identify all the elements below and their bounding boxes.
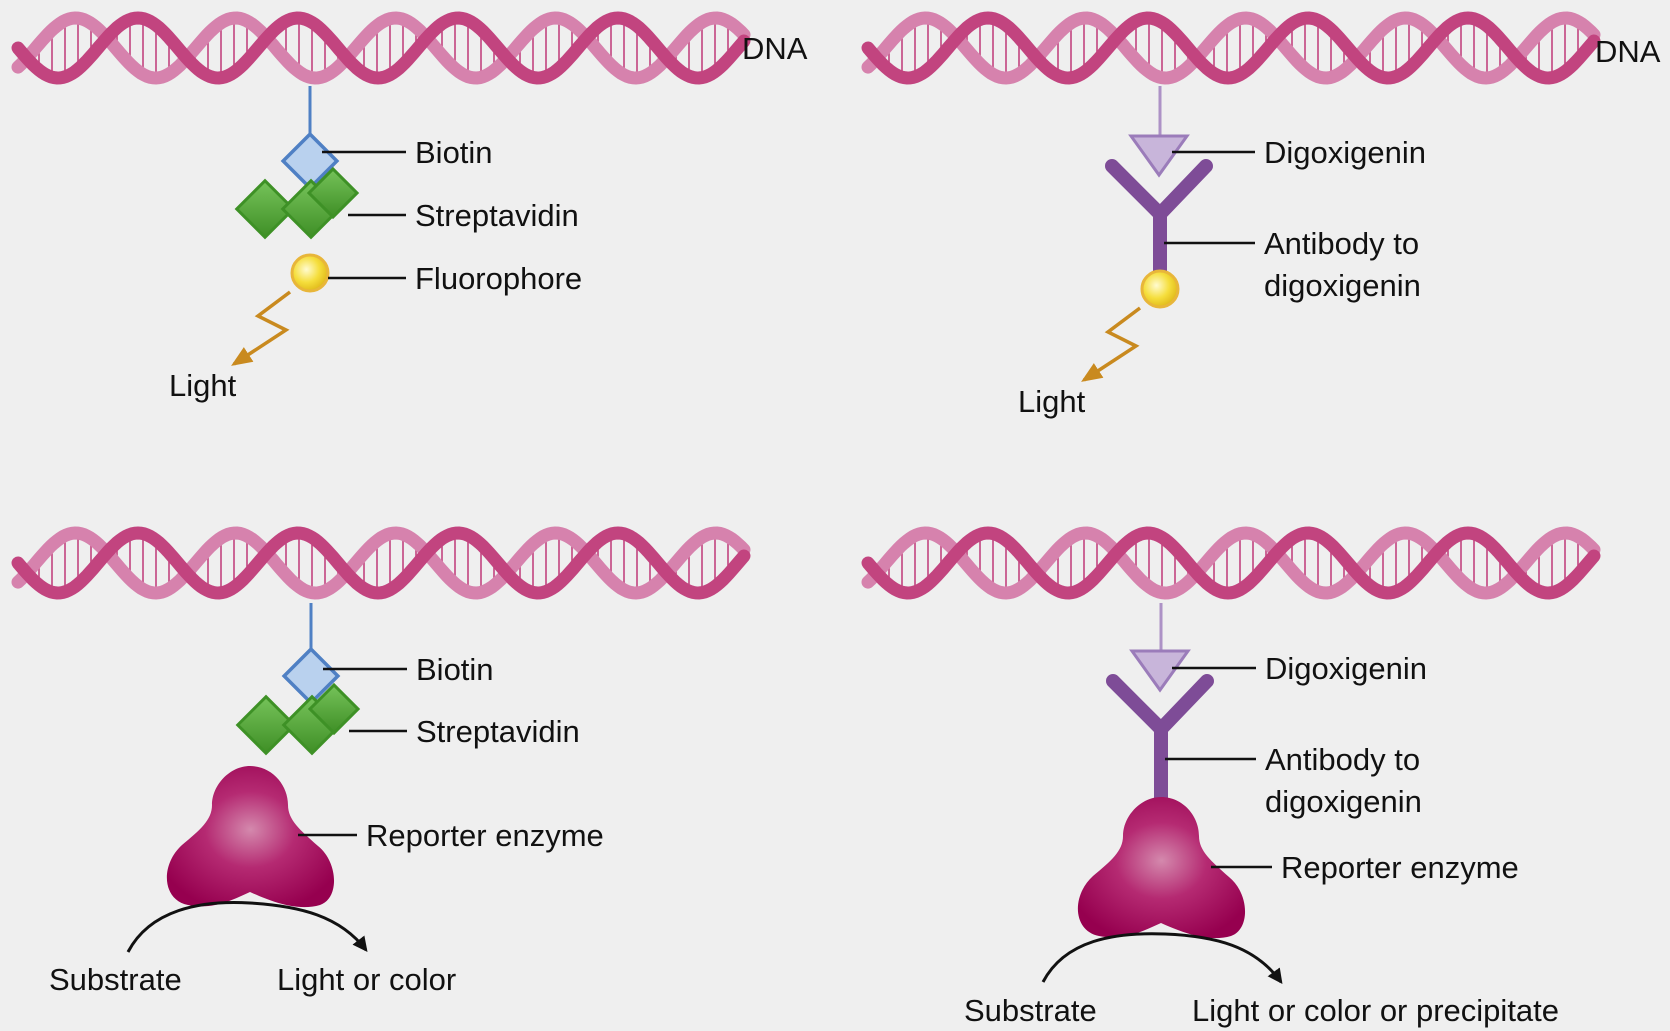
- light-label: Light: [1018, 384, 1086, 419]
- product-label: Light or color: [277, 962, 456, 997]
- antibody-label-line-2: digoxigenin: [1265, 784, 1422, 819]
- digoxigenin-label: Digoxigenin: [1264, 135, 1426, 170]
- panel-biotin-fluorophore: Light Biotin Streptavidin Fluorophore: [169, 86, 582, 403]
- streptavidin-icon: [238, 685, 358, 753]
- streptavidin-label: Streptavidin: [415, 198, 579, 233]
- dna-helix-bottom-right: [868, 533, 1594, 593]
- digoxigenin-icon: [1131, 136, 1187, 175]
- dna-label-top-right: DNA: [1595, 34, 1661, 69]
- streptavidin-label: Streptavidin: [416, 714, 580, 749]
- dna-helix-bottom-left: [18, 533, 744, 593]
- antibody-label-line-2: digoxigenin: [1264, 268, 1421, 303]
- panel-digoxigenin-fluorophore: Light Digoxigenin Antibody to digoxigeni…: [1018, 86, 1426, 419]
- panel-digoxigenin-enzyme: Substrate Light or color or precipitate …: [964, 603, 1559, 1028]
- reporter-enzyme-label: Reporter enzyme: [1281, 850, 1519, 885]
- light-emission-arrow: [1084, 308, 1140, 380]
- fluorophore-label: Fluorophore: [415, 261, 582, 296]
- biotin-label: Biotin: [415, 135, 493, 170]
- antibody-label-line-1: Antibody to: [1265, 742, 1420, 777]
- substrate-conversion-arrow: [1043, 934, 1281, 982]
- biotin-label: Biotin: [416, 652, 494, 687]
- light-label: Light: [169, 368, 237, 403]
- substrate-label: Substrate: [49, 962, 182, 997]
- reporter-enzyme-label: Reporter enzyme: [366, 818, 604, 853]
- panel-biotin-enzyme: Substrate Light or color Biotin Streptav…: [49, 603, 604, 997]
- antibody-icon: [1113, 681, 1207, 800]
- substrate-label: Substrate: [964, 993, 1097, 1028]
- digoxigenin-icon: [1132, 651, 1188, 690]
- reporter-enzyme-icon: [167, 766, 334, 907]
- streptavidin-icon: [237, 169, 386, 237]
- dna-label-top-left: DNA: [742, 31, 808, 66]
- light-emission-arrow: [234, 292, 290, 364]
- product-label: Light or color or precipitate: [1192, 993, 1559, 1028]
- antibody-label-line-1: Antibody to: [1264, 226, 1419, 261]
- dna-helix-top-left: [18, 18, 744, 78]
- digoxigenin-label: Digoxigenin: [1265, 651, 1427, 686]
- substrate-conversion-arrow: [128, 903, 366, 952]
- fluorophore-icon: [1142, 271, 1178, 307]
- antibody-icon: [1112, 166, 1206, 272]
- dna-helix-top-right: [868, 18, 1594, 78]
- fluorophore-icon: [292, 255, 328, 291]
